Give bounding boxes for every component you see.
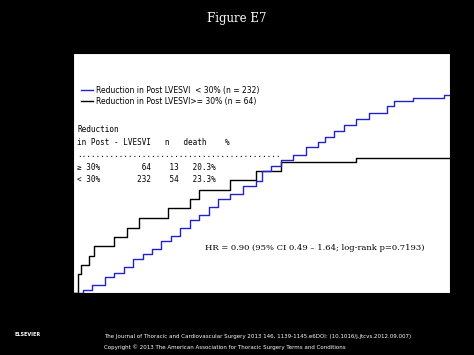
Text: Reduction
in Post - LVESVI   n   death    %
....................................: Reduction in Post - LVESVI n death % ...… — [77, 125, 281, 184]
Legend: Reduction in Post LVESVI  < 30% (n = 232), Reduction in Post LVESVI>= 30% (n = 6: Reduction in Post LVESVI < 30% (n = 232)… — [81, 86, 259, 106]
Title: Kaplan-Meier Curves:  Cumulative risk of death
CABG  alone patients with same mo: Kaplan-Meier Curves: Cumulative risk of … — [124, 17, 400, 51]
Y-axis label: Percent Died: Percent Died — [39, 139, 48, 207]
Text: HR = 0.90 (95% CI 0.49 – 1.64; log-rank p=0.7193): HR = 0.90 (95% CI 0.49 – 1.64; log-rank … — [205, 244, 425, 252]
Text: Copyright © 2013 The American Association for Thoracic Surgery Terms and Conditi: Copyright © 2013 The American Associatio… — [104, 344, 346, 350]
Text: ELSEVIER: ELSEVIER — [14, 332, 40, 337]
X-axis label: Time since operation (in years): Time since operation (in years) — [180, 316, 344, 325]
Text: Figure E7: Figure E7 — [207, 12, 267, 26]
Text: The Journal of Thoracic and Cardiovascular Surgery 2013 146, 1139-1145.e6DOI: (1: The Journal of Thoracic and Cardiovascul… — [104, 334, 411, 339]
